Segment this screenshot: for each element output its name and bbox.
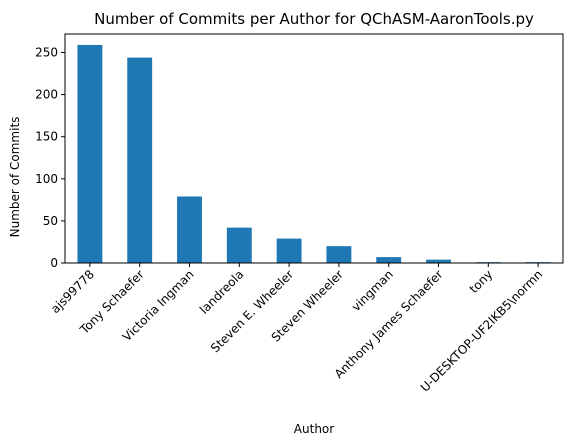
x-tick-label: tony xyxy=(467,267,496,296)
bar-1 xyxy=(127,57,153,263)
bar-2 xyxy=(177,196,202,263)
plot-frame xyxy=(64,33,564,264)
chart-title: Number of Commits per Author for QChASM-… xyxy=(94,10,534,28)
bars-group xyxy=(77,44,551,263)
x-axis-label: Author xyxy=(294,422,334,436)
x-tick-label: vingman xyxy=(349,267,396,314)
x-tick-label: Steven E. Wheeler xyxy=(208,267,296,355)
y-axis-label: Number of Commits xyxy=(8,117,22,238)
x-tick-label: landreola xyxy=(197,267,246,316)
bar-3 xyxy=(226,227,252,263)
x-tick-label: ajs99778 xyxy=(48,267,97,316)
bar-4 xyxy=(276,238,302,263)
bar-7 xyxy=(426,259,451,263)
x-tick-label: Anthony James Schaefer xyxy=(332,267,446,381)
y-tick-label: 200 xyxy=(35,88,58,102)
y-tick-label: 50 xyxy=(43,214,58,228)
bar-5 xyxy=(326,246,352,263)
bar-0 xyxy=(77,44,103,263)
y-tick-label: 150 xyxy=(35,130,58,144)
y-tick-label: 250 xyxy=(35,46,58,60)
y-tick-label: 100 xyxy=(35,172,58,186)
y-axis: 0 50 100 150 200 250 xyxy=(35,46,65,270)
y-tick-label: 0 xyxy=(50,256,58,270)
bar-6 xyxy=(376,257,402,263)
